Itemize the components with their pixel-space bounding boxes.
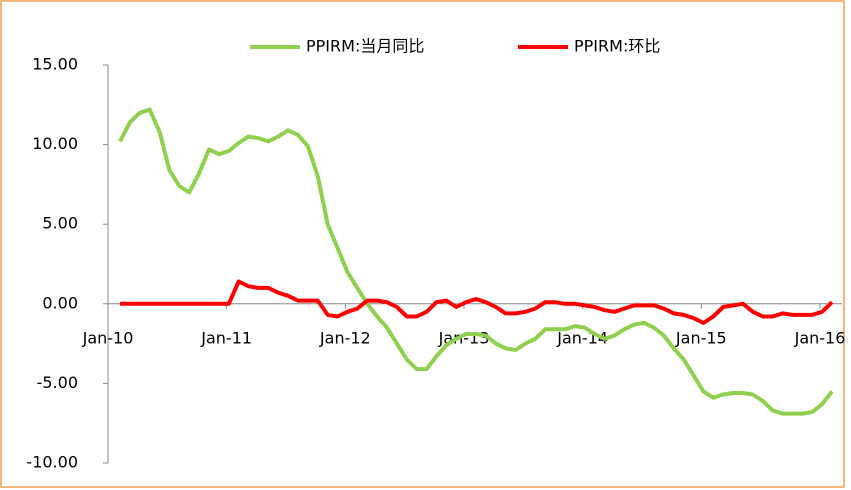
- y-tick-label: -5.00: [37, 373, 78, 392]
- legend-label: PPIRM:当月同比: [306, 37, 424, 56]
- series-line: [118, 107, 834, 416]
- x-tick-label: Jan-16: [794, 328, 846, 347]
- x-tick-label: Jan-11: [200, 328, 252, 347]
- legend-label: PPIRM:环比: [574, 37, 660, 56]
- x-tick-label: Jan-12: [319, 328, 371, 347]
- y-tick-label: -10.00: [26, 453, 78, 472]
- y-tick-label: 15.00: [32, 55, 78, 74]
- y-tick-label: 5.00: [42, 214, 78, 233]
- x-tick-label: Jan-15: [675, 328, 727, 347]
- x-tick-label: Jan-10: [82, 328, 134, 347]
- y-tick-label: 10.00: [32, 134, 78, 153]
- y-tick-label: 0.00: [42, 293, 78, 312]
- series-line: [120, 279, 834, 325]
